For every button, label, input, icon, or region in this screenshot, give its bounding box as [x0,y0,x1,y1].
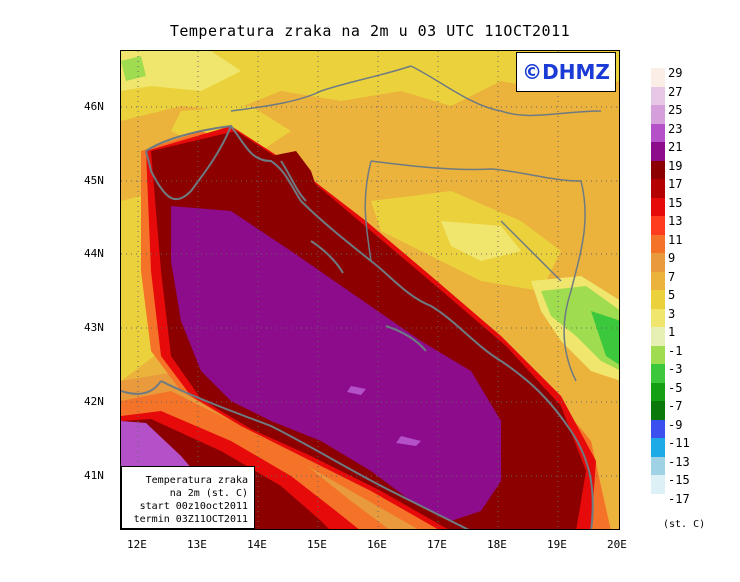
legend-label: 23 [668,121,683,136]
map-title: Temperatura zraka na 2m u 03 UTC 11OCT20… [169,22,571,40]
legend-swatch [651,179,665,198]
legend-swatch [651,216,665,235]
legend-label: 21 [668,140,683,154]
temperature-map [120,50,620,530]
lon-label-16e: 16E [367,538,387,551]
legend-label: 9 [668,251,676,265]
legend-swatch [651,475,665,494]
legend-swatch [651,456,665,475]
legend-swatch [651,290,665,309]
lat-label-45n: 45N [84,174,104,187]
legend-swatch [651,308,665,327]
legend-label: 25 [668,103,683,117]
legend-swatch [651,345,665,364]
lon-label-20e: 20E [607,538,627,551]
legend-swatch [651,142,665,161]
legend-label: 13 [668,214,683,228]
field-sea-patch-1 [396,436,421,446]
lon-label-14e: 14E [247,538,267,551]
field-east-green [541,286,619,370]
coastlines [121,124,594,529]
lon-label-18e: 18E [487,538,507,551]
field-nw-green [121,56,146,81]
field-north-light [121,51,241,91]
legend-swatch [651,86,665,105]
lon-label-19e: 19E [547,538,567,551]
legend-label: 29 [668,66,683,80]
legend-swatch [651,327,665,346]
legend-label: 19 [668,158,683,173]
lat-label-43n: 43N [84,321,104,334]
legend-swatch [651,123,665,142]
legend-label: -17 [668,491,690,506]
lon-label-15e: 15E [307,538,327,551]
legend-swatch [651,234,665,253]
field-bosnia-light [441,221,521,261]
lat-label-44n: 44N [84,247,104,260]
legend-swatch [651,401,665,420]
lon-label-17e: 17E [427,538,447,551]
legend-swatch [651,364,665,383]
legend-label: -15 [668,473,690,487]
legend-swatch [651,253,665,272]
dhmz-logo: ©DHMZ [516,52,616,92]
lat-label-41n: 41N [84,469,104,482]
info-line-3: start 00z10oct2011 [139,501,248,512]
legend-swatch [651,160,665,179]
legend-label: 1 [668,325,676,339]
info-line-2: na 2m (st. C) [169,488,248,499]
legend-label: 3 [668,306,676,321]
info-line-1: Temperatura zraka [145,475,248,486]
legend-label: -3 [668,362,683,376]
legend-label: -1 [668,343,683,358]
lon-label-12e: 12E [127,538,147,551]
legend-label: 7 [668,269,676,284]
field-east-dark-green [591,311,619,365]
legend-swatch [651,438,665,457]
field-north-yellow [121,51,619,121]
graticule [121,51,619,529]
lon-label-13e: 13E [187,538,207,551]
legend-label: 27 [668,84,683,99]
legend-label: -9 [668,417,683,432]
legend-label: -13 [668,454,690,469]
temperature-field [121,51,619,529]
lat-label-46n: 46N [84,100,104,113]
legend-swatch [651,419,665,438]
lat-label-42n: 42N [84,395,104,408]
legend-label: 15 [668,195,683,210]
field-sea-patch-2 [347,386,366,395]
legend-label: 5 [668,288,676,302]
legend-label: 11 [668,232,683,247]
country-borders [230,65,602,382]
legend-label: -11 [668,436,690,450]
legend-label: -7 [668,399,683,413]
legend-swatch [651,382,665,401]
legend-swatch [651,197,665,216]
info-line-4: termin 03Z11OCT2011 [133,514,248,525]
legend-label: -5 [668,380,683,395]
legend-swatch [651,271,665,290]
legend-swatch [651,68,665,87]
legend-unit: (st. C) [663,519,706,530]
legend-label: 17 [668,177,683,191]
legend-swatch [651,105,665,124]
info-box: Temperatura zraka na 2m (st. C) start 00… [121,466,255,529]
